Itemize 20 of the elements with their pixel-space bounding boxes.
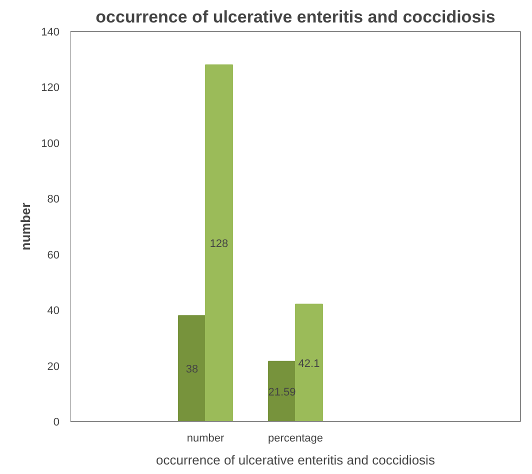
x-tick-label: percentage: [268, 432, 324, 444]
bar: [268, 360, 296, 422]
bar: [295, 304, 323, 422]
data-label: 128: [210, 238, 228, 250]
chart-title: occurrence of ulcerative enteritis and coccidiosis: [96, 8, 496, 26]
bar: [178, 315, 206, 422]
x-axis-title: occurrence of ulcerative enteritis and coccidiosis: [156, 452, 436, 468]
y-tick-label: 40: [47, 305, 60, 318]
y-tick-label: 120: [41, 82, 60, 94]
data-label: 42.1: [298, 358, 320, 370]
data-label: 21.59: [268, 386, 296, 398]
data-label: 38: [186, 364, 198, 376]
y-tick-label: 80: [47, 194, 60, 206]
y-tick-label: 20: [47, 360, 60, 373]
y-tick-label: 0: [53, 416, 60, 428]
y-tick-label: 140: [41, 26, 60, 38]
y-tick-label: 60: [47, 249, 60, 262]
bar: [205, 64, 233, 422]
y-axis-title: number: [18, 202, 34, 250]
y-tick-label: 100: [41, 138, 60, 150]
